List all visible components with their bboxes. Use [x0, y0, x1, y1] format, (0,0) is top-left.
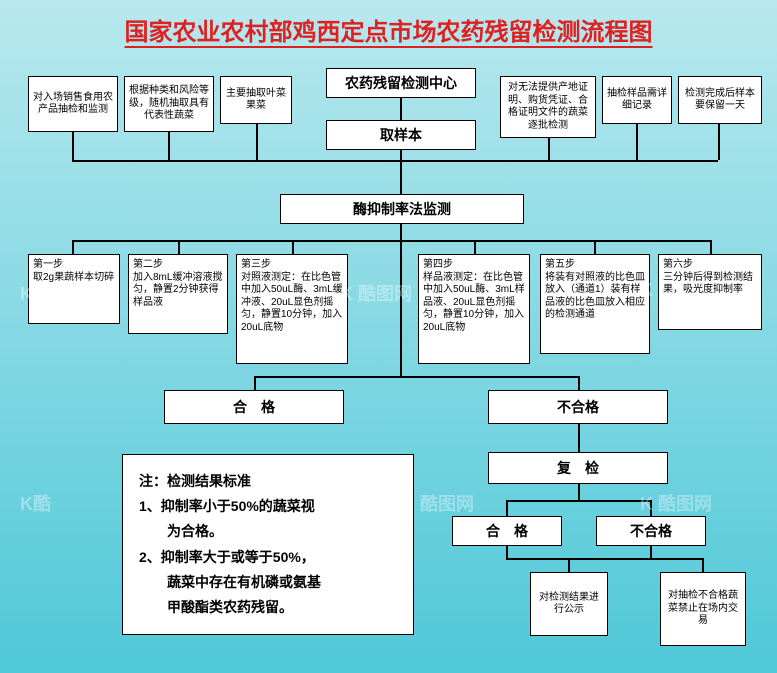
step-0: 第一步 取2g果蔬样本切碎 [28, 254, 120, 324]
conn [292, 240, 294, 254]
conn [578, 424, 580, 452]
note-l1b: 为合格。 [139, 519, 397, 544]
top-5: 检测完成后样本要保留一天 [678, 76, 762, 124]
step-5: 第六步 三分钟后得到检测结果，吸光度抑制率 [658, 254, 762, 330]
conn [650, 500, 652, 516]
note-l2: 2、抑制率大于或等于50%， [139, 545, 397, 570]
conn [168, 132, 170, 160]
page-title: 国家农业农村部鸡西定点市场农药残留检测流程图 [0, 0, 777, 51]
note-l2c: 甲酸酯类农药残留。 [139, 595, 397, 620]
conn [506, 500, 508, 516]
note-l1: 1、抑制率小于50%的蔬菜视 [139, 494, 397, 519]
conn [548, 138, 550, 160]
conn [702, 558, 704, 572]
conn [72, 240, 710, 242]
watermark: K酷 [20, 490, 51, 516]
top-4: 抽检样品需详细记录 [602, 76, 672, 124]
node-unqualified: 不合格 [488, 390, 668, 424]
node-re-qualified: 合 格 [452, 516, 562, 546]
conn [718, 124, 720, 160]
conn [256, 124, 258, 160]
step-4: 第五步 将装有对照液的比色皿放入（通道1）装有样品液的比色皿放入相应的检测通道 [540, 254, 650, 354]
note-l2b: 蔬菜中存在有机磷或氨基 [139, 570, 397, 595]
top-2: 主要抽取叶菜果菜 [220, 76, 292, 124]
node-center: 农药残留检测中心 [326, 68, 476, 98]
conn [400, 98, 402, 120]
top-0: 对入场销售食用农产品抽检和监测 [28, 76, 118, 132]
conn [506, 500, 652, 502]
conn [636, 124, 638, 160]
conn [474, 240, 476, 254]
conn [594, 240, 596, 254]
watermark: 酷图网 [420, 490, 474, 516]
conn [710, 240, 712, 254]
node-re-unqualified: 不合格 [596, 516, 706, 546]
conn [400, 224, 402, 376]
conn [254, 376, 256, 390]
step-1: 第二步 加入8mL缓冲溶液搅匀，静置2分钟获得样品液 [128, 254, 228, 334]
note-head: 注：检测结果标准 [139, 469, 397, 494]
conn [72, 240, 74, 254]
node-recheck: 复 检 [488, 452, 668, 484]
step-2: 第三步 对照液测定：在比色管中加入50uL酶、3mL缓冲液、20uL显色剂摇匀，… [236, 254, 348, 364]
node-sample: 取样本 [326, 120, 476, 150]
conn [178, 240, 180, 254]
result-publish: 对检测结果进行公示 [530, 572, 608, 636]
top-1: 根据种类和风险等级，随机抽取具有代表性蔬菜 [124, 76, 214, 132]
result-ban: 对抽检不合格蔬菜禁止在场内交易 [660, 572, 746, 646]
conn [72, 132, 74, 160]
conn [506, 558, 704, 560]
node-qualified: 合 格 [164, 390, 344, 424]
node-method: 酶抑制率法监测 [280, 194, 524, 224]
conn [578, 484, 580, 500]
conn [568, 558, 570, 572]
conn [400, 162, 402, 194]
note-box: 注：检测结果标准 1、抑制率小于50%的蔬菜视 为合格。 2、抑制率大于或等于5… [122, 454, 414, 635]
conn [254, 376, 580, 378]
step-3: 第四步 样品液测定：在比色管中加入50uL酶、3mL样品液、20uL显色剂摇匀，… [418, 254, 530, 364]
top-3: 对无法提供产地证明、购货凭证、合格证明文件的蔬菜逐批检测 [500, 76, 596, 138]
conn [578, 376, 580, 390]
conn [72, 160, 718, 162]
conn [400, 150, 402, 162]
